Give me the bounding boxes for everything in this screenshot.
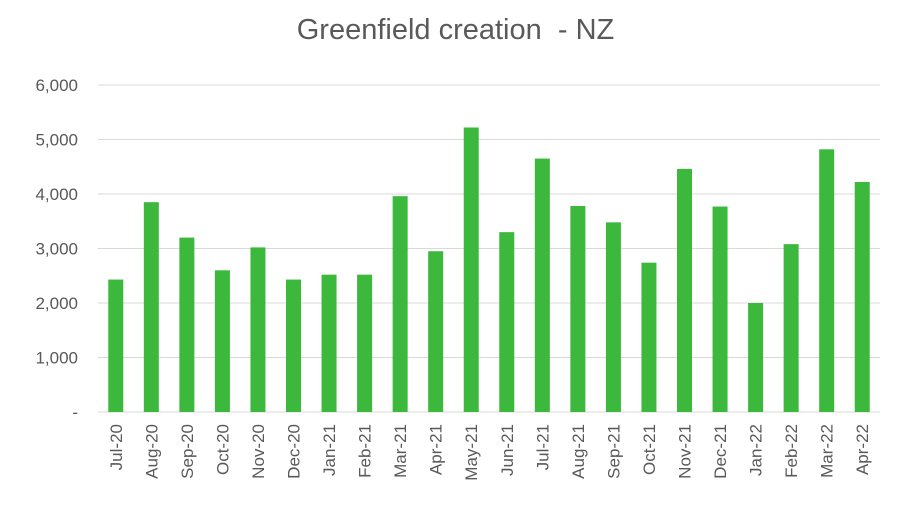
bar-dec-21 <box>712 206 728 412</box>
x-tick-label: May-21 <box>462 424 481 481</box>
bar-sep-21 <box>605 222 621 412</box>
x-tick-label: Jan-22 <box>747 424 766 476</box>
x-tick-label: Dec-20 <box>285 424 304 479</box>
x-tick-label: Aug-21 <box>569 424 588 479</box>
bar-jul-21 <box>534 158 550 412</box>
bar-dec-20 <box>286 279 301 412</box>
bar-oct-20 <box>214 270 230 412</box>
y-tick-label: 3,000 <box>35 240 78 259</box>
x-tick-label: Dec-21 <box>711 424 730 479</box>
x-tick-label: Jul-20 <box>107 424 126 470</box>
bar-jul-20 <box>108 279 124 412</box>
x-tick-label: Jul-21 <box>533 424 552 470</box>
x-tick-label: Sep-20 <box>178 424 197 479</box>
x-tick-label: Apr-22 <box>853 424 872 475</box>
x-tick-label: Apr-21 <box>427 424 446 475</box>
bar-nov-21 <box>677 168 692 412</box>
x-tick-label: Feb-22 <box>782 424 801 478</box>
x-tick-label: Oct-20 <box>213 424 232 475</box>
bar-feb-21 <box>357 274 373 412</box>
x-tick-label: Mar-22 <box>818 424 837 478</box>
y-tick-label: 2,000 <box>35 294 78 313</box>
bar-oct-21 <box>641 262 657 412</box>
x-tick-label: Sep-21 <box>604 424 623 479</box>
x-tick-label: Mar-21 <box>391 424 410 478</box>
bar-apr-22 <box>854 182 870 412</box>
x-tick-label: Nov-20 <box>249 424 268 479</box>
bar-nov-20 <box>250 247 266 412</box>
bar-apr-21 <box>428 251 444 412</box>
bar-may-21 <box>463 127 479 412</box>
y-tick-label: 1,000 <box>35 349 78 368</box>
bar-jun-21 <box>499 232 515 412</box>
y-tick-label: 5,000 <box>35 131 78 150</box>
x-tick-label: Nov-21 <box>676 424 695 479</box>
x-tick-label: Feb-21 <box>356 424 375 478</box>
y-tick-label: 6,000 <box>35 76 78 95</box>
bar-feb-22 <box>783 244 799 412</box>
x-tick-label: Oct-21 <box>640 424 659 475</box>
x-tick-label: Jun-21 <box>498 424 517 476</box>
bar-mar-22 <box>819 149 835 412</box>
bar-mar-21 <box>392 196 408 412</box>
bar-jan-21 <box>321 274 337 412</box>
bar-aug-20 <box>143 202 159 412</box>
x-tick-label: Aug-20 <box>142 424 161 479</box>
bar-sep-20 <box>179 237 195 412</box>
y-tick-label: - <box>72 403 78 422</box>
bar-aug-21 <box>570 205 586 412</box>
bar-jan-22 <box>748 303 764 412</box>
y-tick-label: 4,000 <box>35 185 78 204</box>
chart-title: Greenfield creation - NZ <box>296 14 615 46</box>
x-tick-label: Jan-21 <box>320 424 339 476</box>
